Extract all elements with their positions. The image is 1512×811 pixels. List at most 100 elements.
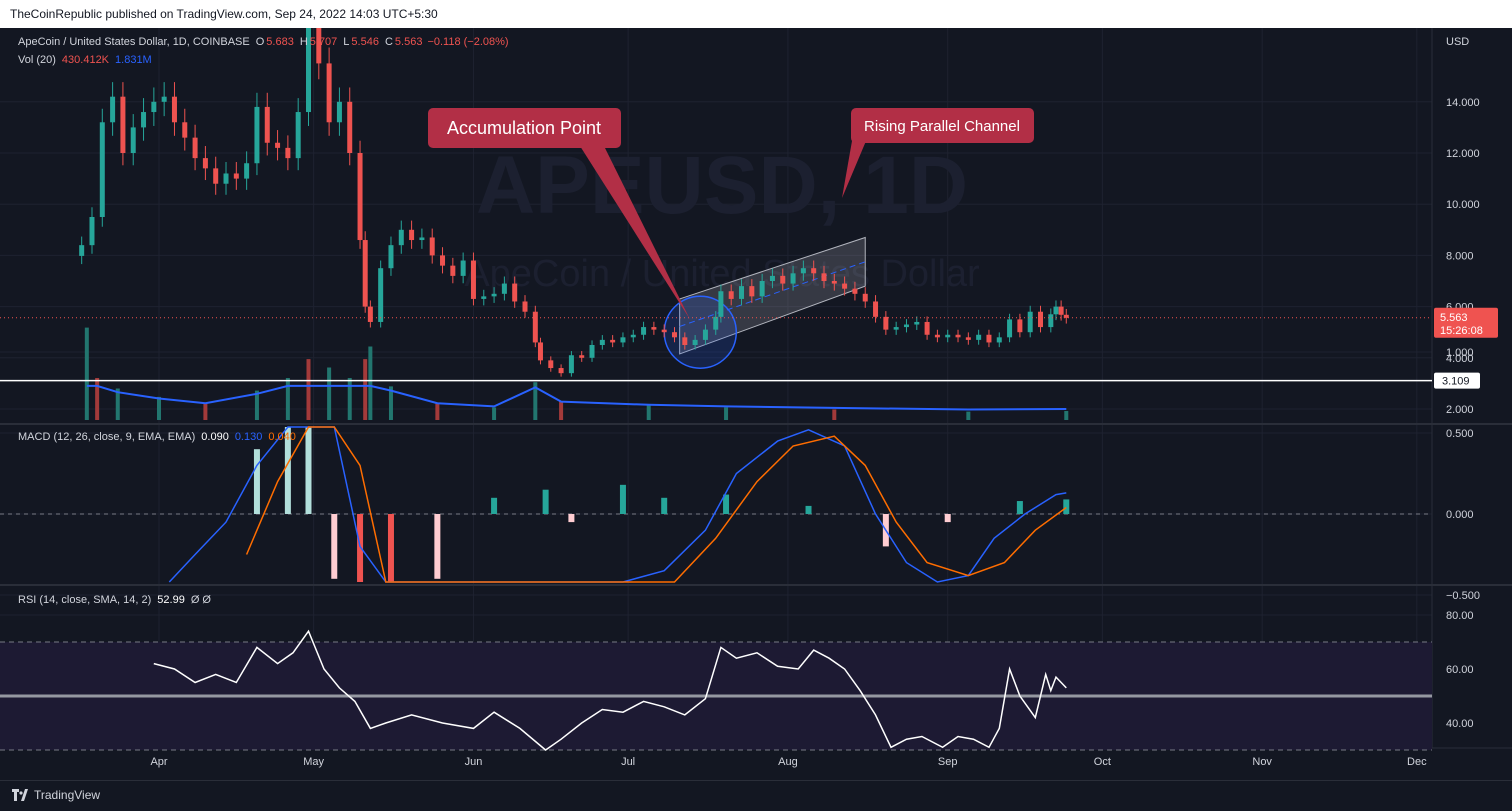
price-candle bbox=[429, 228, 435, 264]
rsi-line bbox=[153, 629, 1067, 751]
candle-body bbox=[326, 63, 332, 123]
price-tick-label: 4.000 bbox=[1446, 353, 1474, 365]
macd-histogram-bar bbox=[661, 497, 668, 514]
price-candle bbox=[996, 332, 1002, 348]
annotations: Accumulation Point Rising Parallel Channe… bbox=[428, 108, 1034, 320]
candle-body bbox=[620, 337, 626, 343]
rsi-tick-label: 80.00 bbox=[1446, 610, 1474, 622]
price-candle bbox=[409, 220, 415, 249]
price-candle bbox=[672, 327, 677, 343]
legend-part: Vol (20) bbox=[18, 54, 56, 66]
price-candle bbox=[862, 287, 868, 308]
price-candle bbox=[532, 305, 538, 348]
legend-part: 430.412K bbox=[62, 54, 110, 66]
price-candle bbox=[336, 87, 342, 136]
macd-legend: MACD (12, 26, close, 9, EMA, EMA) 0.090 0.… bbox=[18, 431, 296, 443]
price-candle bbox=[151, 87, 157, 126]
candle-body bbox=[130, 127, 136, 153]
price-candle bbox=[171, 82, 177, 136]
candle-body bbox=[718, 291, 724, 317]
grid bbox=[0, 28, 1432, 748]
candle-body bbox=[440, 255, 446, 266]
candle-body bbox=[362, 240, 368, 307]
candle-body bbox=[630, 334, 636, 338]
volume-bar bbox=[203, 403, 208, 420]
price-candle bbox=[233, 162, 239, 190]
chart-pane[interactable]: APEUSD, 1D ApeCoin / United States Dolla… bbox=[0, 28, 1512, 780]
price-candle bbox=[192, 124, 198, 171]
tradingview-brand[interactable]: TradingView bbox=[34, 788, 101, 802]
axes: USD14.00012.00010.0008.0006.0004.0002.00… bbox=[150, 36, 1498, 768]
tradingview-logo-icon bbox=[12, 789, 28, 801]
price-candle bbox=[651, 321, 657, 335]
candle-body bbox=[682, 337, 688, 345]
price-candle bbox=[202, 146, 208, 181]
candle-body bbox=[651, 327, 657, 330]
candle-body bbox=[409, 229, 415, 241]
rsi-tick-label: 60.00 bbox=[1446, 664, 1474, 676]
candle-body bbox=[398, 229, 404, 246]
candle-body bbox=[821, 273, 827, 281]
price-candle bbox=[1058, 300, 1064, 321]
price-tick-label: 10.000 bbox=[1446, 199, 1480, 211]
candle-body bbox=[548, 360, 554, 369]
candle-body bbox=[347, 101, 353, 153]
candle-body bbox=[893, 327, 899, 330]
price-candle bbox=[955, 329, 961, 343]
candle-body bbox=[811, 268, 817, 274]
callout-pointer bbox=[842, 141, 866, 198]
countdown-value: 15:26:08 bbox=[1440, 325, 1483, 337]
price-candle bbox=[501, 276, 507, 301]
callout-pointer bbox=[580, 146, 690, 320]
price-candle bbox=[831, 273, 837, 291]
candle-body bbox=[914, 321, 920, 325]
price-tick-label: 12.000 bbox=[1446, 148, 1480, 160]
price-candle bbox=[254, 92, 260, 176]
macd-histogram-bar bbox=[357, 514, 364, 582]
price-candle bbox=[780, 268, 786, 291]
price-candle bbox=[357, 140, 363, 249]
candle-body bbox=[1058, 306, 1064, 315]
candle-body bbox=[532, 311, 538, 343]
price-candle bbox=[759, 273, 765, 303]
legends: ApeCoin / United States Dollar, 1D, COIN… bbox=[18, 36, 509, 606]
candle-body bbox=[749, 286, 755, 297]
candle-body bbox=[336, 101, 342, 123]
signal-line bbox=[245, 426, 1067, 583]
volume-bar bbox=[347, 378, 352, 420]
price-candle bbox=[1048, 308, 1054, 333]
volume-bar bbox=[388, 386, 393, 420]
price-candle bbox=[120, 82, 126, 166]
volume-bar bbox=[368, 346, 373, 420]
macd-histogram-bar bbox=[1016, 501, 1023, 514]
candle-body bbox=[295, 112, 301, 159]
volume-bar bbox=[327, 367, 332, 420]
rsi-legend: RSI (14, close, SMA, 14, 2) 52.99 Ø Ø bbox=[18, 594, 211, 606]
price-candle bbox=[182, 108, 188, 151]
macd-tick-label: 0.000 bbox=[1446, 509, 1474, 521]
price-candle bbox=[692, 335, 698, 350]
price-candle bbox=[630, 329, 636, 343]
macd-histogram-bar bbox=[253, 449, 260, 514]
price-candle bbox=[522, 295, 528, 318]
price-candle bbox=[713, 311, 719, 335]
volume-bar bbox=[115, 388, 120, 420]
price-candle bbox=[610, 335, 616, 348]
candle-body bbox=[450, 265, 456, 276]
legend-part: ApeCoin / United States Dollar, 1D, COIN… bbox=[18, 36, 250, 48]
macd-histogram-bar bbox=[723, 494, 730, 514]
volume-bar bbox=[1064, 410, 1069, 420]
macd-tick-label: −0.500 bbox=[1446, 590, 1480, 602]
macd-histogram-bar bbox=[491, 497, 498, 514]
candle-body bbox=[305, 28, 311, 113]
price-candle bbox=[883, 311, 889, 335]
volume-bar bbox=[363, 359, 368, 420]
chart-svg[interactable]: APEUSD, 1D ApeCoin / United States Dolla… bbox=[0, 28, 1512, 780]
price-candle bbox=[1038, 305, 1044, 333]
price-candle bbox=[903, 319, 909, 333]
candle-body bbox=[79, 245, 85, 256]
callout-accumulation: Accumulation Point bbox=[428, 108, 690, 320]
price-candle bbox=[811, 260, 817, 281]
legend-part: 1.831M bbox=[115, 54, 152, 66]
symbol-legend: ApeCoin / United States Dollar, 1D, COIN… bbox=[18, 36, 509, 48]
